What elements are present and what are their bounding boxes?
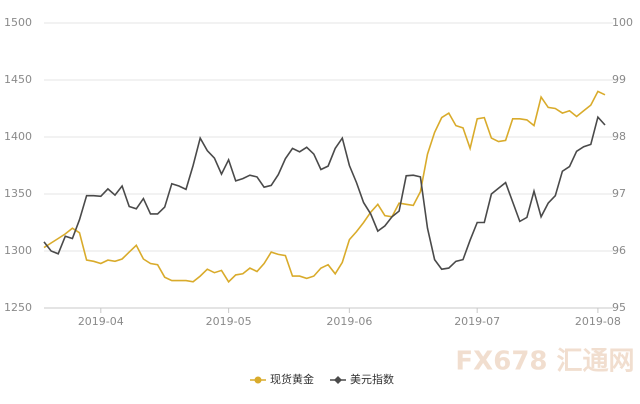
legend: 现货黄金 美元指数 <box>250 372 394 386</box>
y2-tick-label: 100 <box>612 16 633 29</box>
x-tick-label: 2019-07 <box>454 315 500 328</box>
y2-tick-label: 95 <box>612 301 626 314</box>
y2-tick-label: 96 <box>612 244 626 257</box>
x-tick-label: 2019-05 <box>206 315 252 328</box>
line-series <box>43 90 606 284</box>
y-tick-label: 1500 <box>4 16 32 29</box>
y2-tick-label: 97 <box>612 187 626 200</box>
y-tick-label: 1250 <box>4 301 32 314</box>
line-series <box>43 115 606 271</box>
legend-marker <box>254 376 262 384</box>
legend-marker <box>334 376 342 384</box>
x-tick-label: 2019-04 <box>78 315 124 328</box>
x-tick-label: 2019-08 <box>575 315 621 328</box>
y-tick-label: 1450 <box>4 73 32 86</box>
legend-label: 美元指数 <box>350 372 394 386</box>
watermark: FX678 汇通网 <box>455 347 634 377</box>
y-tick-label: 1300 <box>4 244 32 257</box>
y2-tick-label: 99 <box>612 73 626 86</box>
y-tick-label: 1350 <box>4 187 32 200</box>
x-tick-label: 2019-06 <box>326 315 372 328</box>
y-tick-label: 1400 <box>4 130 32 143</box>
legend-label: 现货黄金 <box>270 372 314 386</box>
y2-tick-label: 98 <box>612 130 626 143</box>
